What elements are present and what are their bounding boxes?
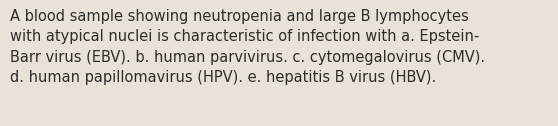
Text: A blood sample showing neutropenia and large B lymphocytes
with atypical nuclei : A blood sample showing neutropenia and l… (10, 9, 485, 85)
